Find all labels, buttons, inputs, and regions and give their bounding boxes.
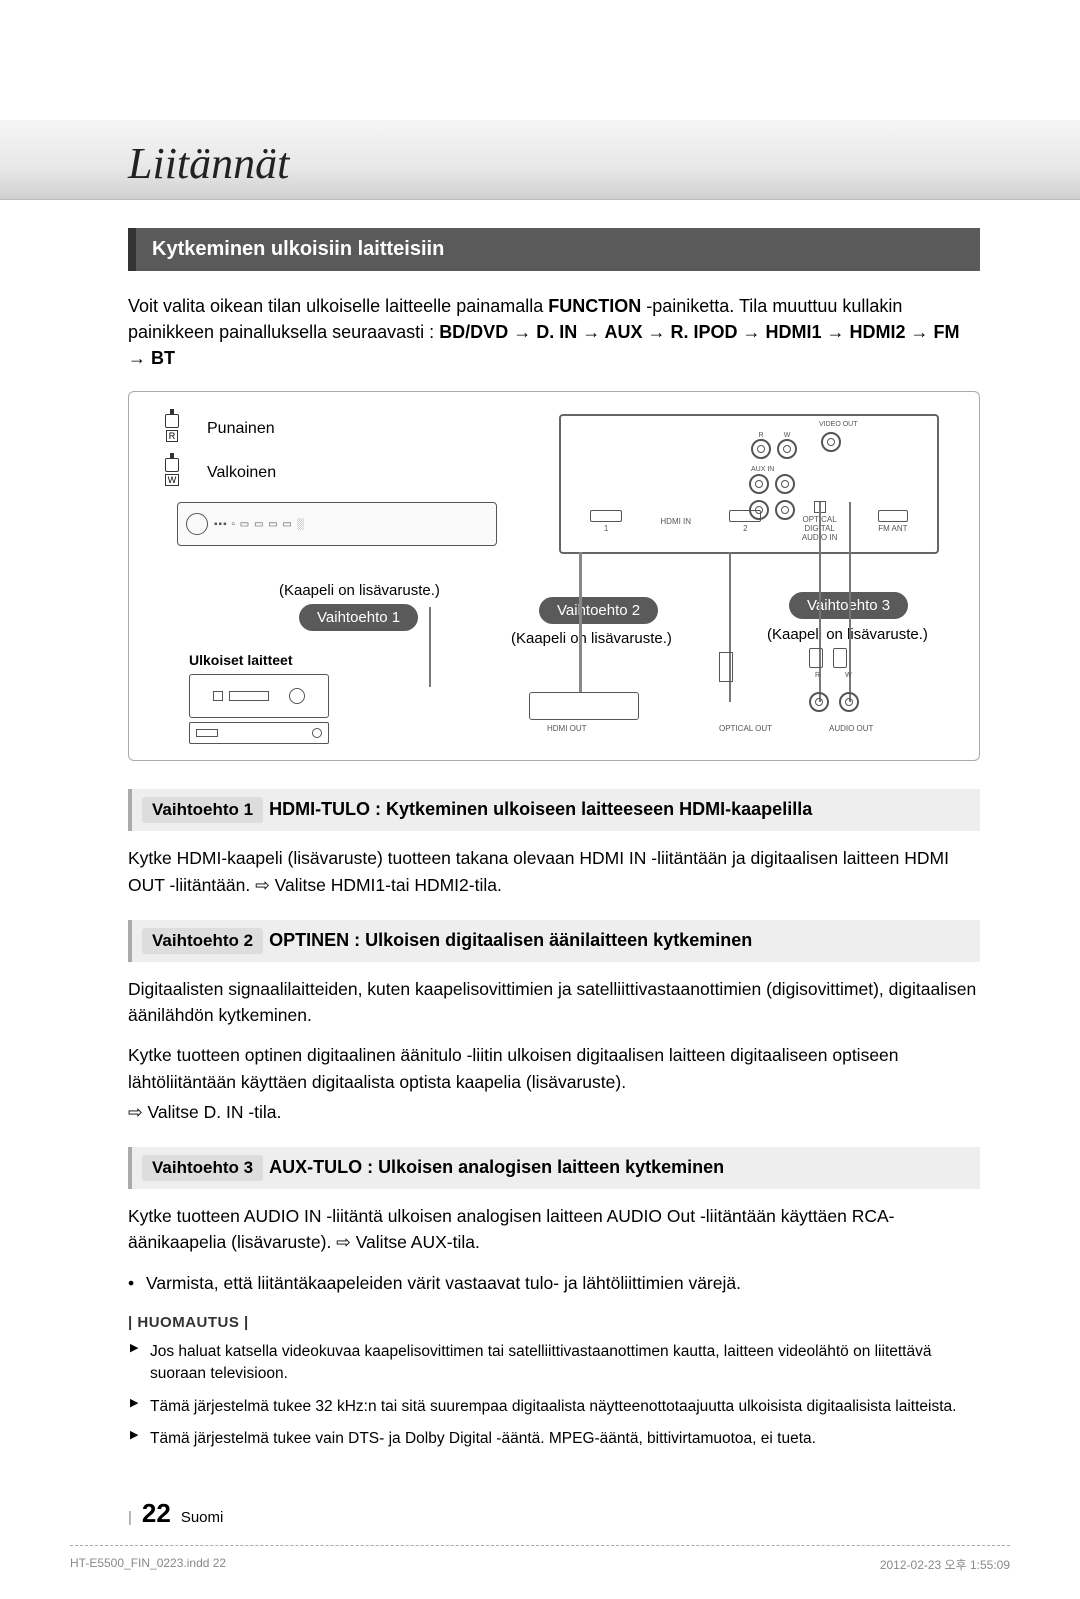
option3-tag: Vaihtoehto 3 bbox=[142, 1155, 263, 1181]
rear-panel: R W AUX IN VIDEO OUT bbox=[559, 414, 939, 554]
print-timestamp: 2012-02-23 오후 1:55:09 bbox=[880, 1556, 1010, 1573]
plug-w: W bbox=[845, 672, 852, 679]
option2-body1: Digitaalisten signaalilaitteiden, kuten … bbox=[128, 976, 980, 1029]
legend-white: W Valkoinen bbox=[159, 458, 276, 488]
cable-note-3: (Kaapeli on lisävaruste.) bbox=[767, 626, 928, 643]
print-filename: HT-E5500_FIN_0223.indd 22 bbox=[70, 1556, 226, 1573]
optical-out-label: OPTICAL OUT bbox=[719, 724, 772, 733]
port-row: 1 HDMI IN 2 OPTICAL DIGITAL AUDIO IN FM … bbox=[571, 501, 927, 542]
option3-title: AUX-TULO : Ulkoisen analogisen laitteen … bbox=[269, 1157, 724, 1177]
cable-note-1: (Kaapeli on lisävaruste.) bbox=[279, 582, 440, 599]
external-device-1 bbox=[189, 674, 329, 718]
option3-heading: Vaihtoehto 3 AUX-TULO : Ulkoisen analogis… bbox=[128, 1147, 980, 1189]
plug-icon-red: R bbox=[159, 414, 185, 444]
video-out-label: VIDEO OUT bbox=[819, 421, 858, 428]
intro-function-key: FUNCTION bbox=[548, 296, 641, 316]
rca-jacks bbox=[809, 692, 859, 712]
option1-heading: Vaihtoehto 1 HDMI-TULO : Kytkeminen ulkoi… bbox=[128, 789, 980, 831]
option2-heading: Vaihtoehto 2 OPTINEN : Ulkoisen digitaali… bbox=[128, 920, 980, 962]
print-metadata: HT-E5500_FIN_0223.indd 22 2012-02-23 오후 … bbox=[70, 1545, 1010, 1573]
note-label: | HUOMAUTUS | bbox=[128, 1314, 980, 1331]
optical-connector bbox=[719, 652, 733, 682]
footer-bar: | bbox=[128, 1509, 132, 1526]
page-footer: | 22 Suomi bbox=[128, 1498, 223, 1529]
hdmi-in-label: HDMI IN bbox=[660, 517, 691, 526]
audio-out-label: AUDIO OUT bbox=[829, 724, 873, 733]
front-device: ▪▪▪ ▫ ▭ ▭ ▭ ▭ ░ bbox=[177, 502, 497, 546]
section-header: Kytkeminen ulkoisiin laitteisiin bbox=[128, 228, 980, 271]
hdmi2-num: 2 bbox=[743, 524, 747, 533]
hdmi-out-label: HDMI OUT bbox=[547, 724, 587, 733]
method1-pill: Vaihtoehto 1 bbox=[299, 604, 418, 631]
option2-body3: ⇨ Valitse D. IN -tila. bbox=[128, 1099, 980, 1125]
footer-language: Suomi bbox=[181, 1509, 224, 1526]
title-bar: Liitännät bbox=[0, 120, 1080, 200]
page: Liitännät Kytkeminen ulkoisiin laitteisi… bbox=[0, 120, 1080, 1599]
legend-w-label: W bbox=[165, 474, 180, 486]
page-title: Liitännät bbox=[128, 138, 289, 189]
content-area: Kytkeminen ulkoisiin laitteisiin Voit va… bbox=[0, 200, 1080, 1451]
plug-icon-white: W bbox=[159, 458, 185, 488]
legend-r-label: R bbox=[166, 430, 179, 442]
cable-note-2: (Kaapeli on lisävaruste.) bbox=[511, 630, 672, 647]
option1-tag: Vaihtoehto 1 bbox=[142, 797, 263, 823]
option3-bullet: Varmista, että liitäntäkaapeleiden värit… bbox=[128, 1270, 980, 1296]
connection-diagram: R Punainen W Valkoinen ▪▪▪ ▫ ▭ ▭ ▭ ▭ ░ R bbox=[128, 391, 980, 761]
external-devices-label: Ulkoiset laitteet bbox=[189, 652, 292, 668]
rca-w-label: W bbox=[784, 432, 791, 439]
aux-in-label: AUX IN bbox=[751, 466, 774, 473]
legend-white-text: Valkoinen bbox=[207, 464, 276, 482]
set-top-box bbox=[529, 692, 639, 720]
intro-pre: Voit valita oikean tilan ulkoiselle lait… bbox=[128, 296, 548, 316]
external-device-2 bbox=[189, 722, 329, 744]
hdmi-port-2: 2 bbox=[729, 510, 761, 533]
rca-r-label: R bbox=[758, 432, 763, 439]
rca-port bbox=[749, 474, 769, 494]
option3-body: Kytke tuotteen AUDIO IN -liitäntä ulkois… bbox=[128, 1203, 980, 1256]
rca-plugs bbox=[809, 648, 847, 668]
rca-port bbox=[775, 474, 795, 494]
hdmi-port-1: 1 bbox=[590, 510, 622, 533]
option1-body: Kytke HDMI-kaapeli (lisävaruste) tuottee… bbox=[128, 845, 980, 898]
option1-title: HDMI-TULO : Kytkeminen ulkoiseen laittee… bbox=[269, 799, 812, 819]
hdmi1-num: 1 bbox=[604, 524, 608, 533]
plug-r: R bbox=[815, 672, 820, 679]
fm-port: FM ANT bbox=[878, 510, 908, 533]
rca-group: R W bbox=[751, 432, 797, 459]
method2-pill: Vaihtoehto 2 bbox=[539, 597, 658, 624]
intro-text: Voit valita oikean tilan ulkoiselle lait… bbox=[128, 293, 980, 371]
legend-red-text: Punainen bbox=[207, 420, 275, 438]
note-3: Tämä järjestelmä tukee vain DTS- ja Dolb… bbox=[128, 1428, 980, 1450]
option2-body2: Kytke tuotteen optinen digitaalinen ääni… bbox=[128, 1042, 980, 1095]
note-2: Tämä järjestelmä tukee 32 kHz:n tai sitä… bbox=[128, 1396, 980, 1418]
video-out-group bbox=[821, 432, 841, 452]
legend-red: R Punainen bbox=[159, 414, 275, 444]
note-1: Jos haluat katsella videokuvaa kaapeliso… bbox=[128, 1341, 980, 1386]
option2-title: OPTINEN : Ulkoisen digitaalisen äänilait… bbox=[269, 930, 752, 950]
page-number: 22 bbox=[142, 1498, 171, 1529]
option2-tag: Vaihtoehto 2 bbox=[142, 928, 263, 954]
